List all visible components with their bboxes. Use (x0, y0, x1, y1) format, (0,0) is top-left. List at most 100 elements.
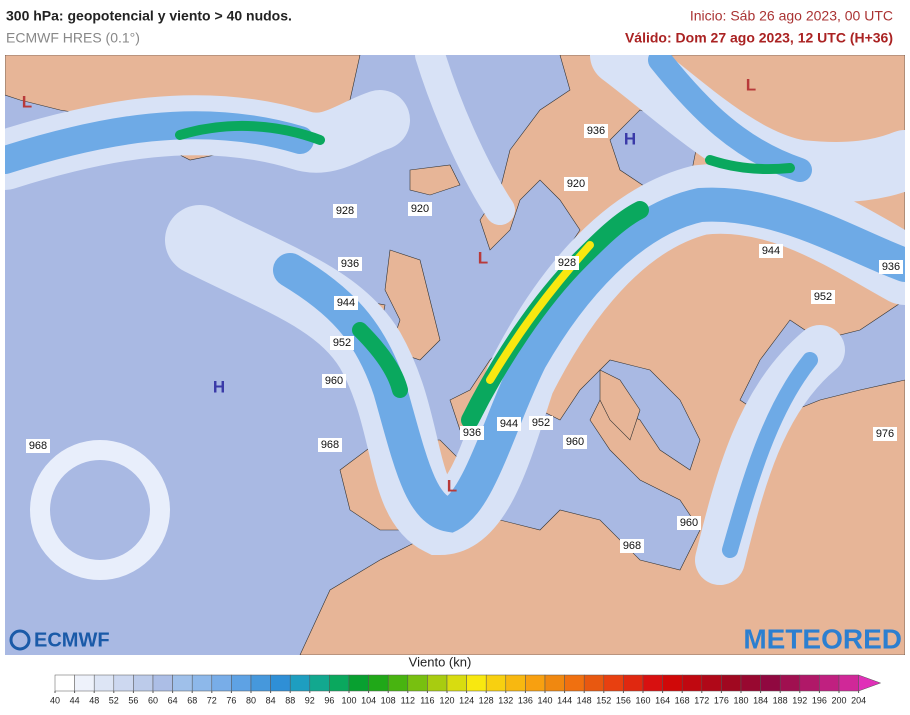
contour-label-bg (811, 290, 835, 304)
contour-label-bg (759, 244, 783, 258)
colorbar-tick-label: 44 (70, 695, 80, 705)
contour-label: 952 (532, 417, 550, 429)
colorbar-tick-label: 92 (305, 695, 315, 705)
colorbar-box (525, 674, 546, 692)
colorbar-tick-label: 52 (109, 695, 119, 705)
contour-label-bg (563, 435, 587, 449)
map: L H L H L L 928 920 936 944 952 960 968 968 936 920 928 9… (5, 55, 905, 655)
colorbar-tick-label: 200 (831, 695, 846, 705)
colorbar-box (133, 674, 154, 692)
colorbar-box (642, 674, 663, 692)
colorbar-tick-label: 196 (812, 695, 827, 705)
colorbar-tick-label: 136 (518, 695, 533, 705)
colorbar-tick-label: 72 (207, 695, 217, 705)
contour-label-bg (529, 416, 553, 430)
contour-label: 960 (566, 436, 584, 448)
contour-label-bg (584, 124, 608, 138)
contour-label: 976 (876, 428, 894, 440)
logo-ecmwf: ECMWF (9, 629, 110, 651)
colorbar-tick-label: 176 (714, 695, 729, 705)
colorbar-box (446, 674, 467, 692)
contour-label-bg (564, 177, 588, 191)
colorbar-box (191, 674, 213, 692)
colorbar-tick-label: 128 (479, 695, 494, 705)
colorbar-tick-label: 116 (420, 695, 434, 705)
colorbar-tick-label: 180 (733, 695, 748, 705)
colorbar-box (740, 674, 761, 692)
meteored-logo: METEORED (743, 623, 902, 654)
contour-label-bg (408, 202, 432, 216)
contour-label: 952 (814, 291, 832, 303)
contour-label: 960 (680, 517, 698, 529)
colorbar-box (289, 674, 311, 692)
title: 300 hPa: geopotencial y viento > 40 nudo… (6, 8, 292, 24)
colorbar-box (231, 674, 252, 692)
contour-label: 936 (587, 125, 605, 137)
contour-label-bg (497, 417, 521, 431)
colorbar-box (681, 674, 703, 692)
contour-label-bg (26, 439, 50, 453)
colorbar-box (387, 674, 409, 692)
pressure-center: L (447, 476, 457, 495)
contour-label: 944 (500, 418, 518, 430)
colorbar-tick-label: 96 (324, 695, 334, 705)
colorbar-tick-label: 64 (168, 695, 178, 705)
colorbar-box (407, 674, 428, 692)
contour-label: 952 (333, 337, 351, 349)
colorbar-tick-label: 160 (635, 695, 650, 705)
colorbar-tick-label: 152 (596, 695, 611, 705)
colorbar-tick-label: 204 (851, 695, 866, 705)
colorbar-tick-label: 168 (675, 695, 690, 705)
colorbar-box (329, 674, 350, 692)
colorbar-tick-label: 108 (381, 695, 396, 705)
contour-label: 936 (463, 427, 481, 439)
colorbar-box (466, 674, 487, 692)
contour-label: 928 (336, 205, 354, 217)
valid-date: Válido: Dom 27 ago 2023, 12 UTC (H+36) (625, 30, 893, 46)
contour-label: 928 (558, 257, 576, 269)
init-date: Inicio: Sáb 26 ago 2023, 00 UTC (690, 8, 893, 24)
colorbar-tick-label: 148 (577, 695, 592, 705)
pressure-center: L (478, 248, 488, 267)
contour-label: 920 (411, 203, 429, 215)
contour-label-bg (338, 257, 362, 271)
contour-label: 968 (29, 440, 47, 452)
contour-label-bg (620, 539, 644, 553)
colorbar-tick-label: 84 (266, 695, 276, 705)
colorbar-tick-label: 76 (226, 695, 236, 705)
colorbar-box (113, 674, 134, 692)
contour-label-bg (555, 256, 579, 270)
contour-label: 968 (321, 439, 339, 451)
colorbar-tick-label: 120 (439, 695, 454, 705)
colorbar-box (564, 674, 585, 692)
colorbar-box (505, 674, 526, 692)
colorbar-box (603, 674, 624, 692)
colorbar-tick-label: 80 (246, 695, 256, 705)
pressure-center: H (624, 129, 636, 148)
colorbar-tick-label: 156 (616, 695, 631, 705)
model: ECMWF HRES (0.1°) (6, 30, 140, 46)
colorbar-box (799, 674, 820, 692)
colorbar-tick-label: 140 (537, 695, 552, 705)
contour-label: 944 (762, 245, 780, 257)
colorbar-tick-label: 112 (401, 695, 415, 705)
colorbar-box (721, 674, 742, 692)
contour-label: 944 (337, 297, 355, 309)
contour-label-bg (330, 336, 354, 350)
colorbar-box (54, 674, 75, 692)
colorbar-arrow (858, 674, 882, 692)
colorbar-title: Viento (kn) (409, 654, 472, 669)
colorbar-box (172, 674, 193, 692)
colorbar-box (270, 674, 291, 692)
colorbar-tick-label: 100 (341, 695, 356, 705)
colorbar-tick-label: 188 (773, 695, 788, 705)
colorbar-tick-label: 184 (753, 695, 768, 705)
contour-label-bg (879, 260, 903, 274)
colorbar-box (427, 674, 448, 692)
colorbar-tick-label: 88 (285, 695, 295, 705)
colorbar-tick-label: 48 (89, 695, 99, 705)
colorbar-box (623, 674, 644, 692)
colorbar-tick-label: 104 (361, 695, 376, 705)
colorbar-box (368, 674, 389, 692)
contour-label-bg (318, 438, 342, 452)
